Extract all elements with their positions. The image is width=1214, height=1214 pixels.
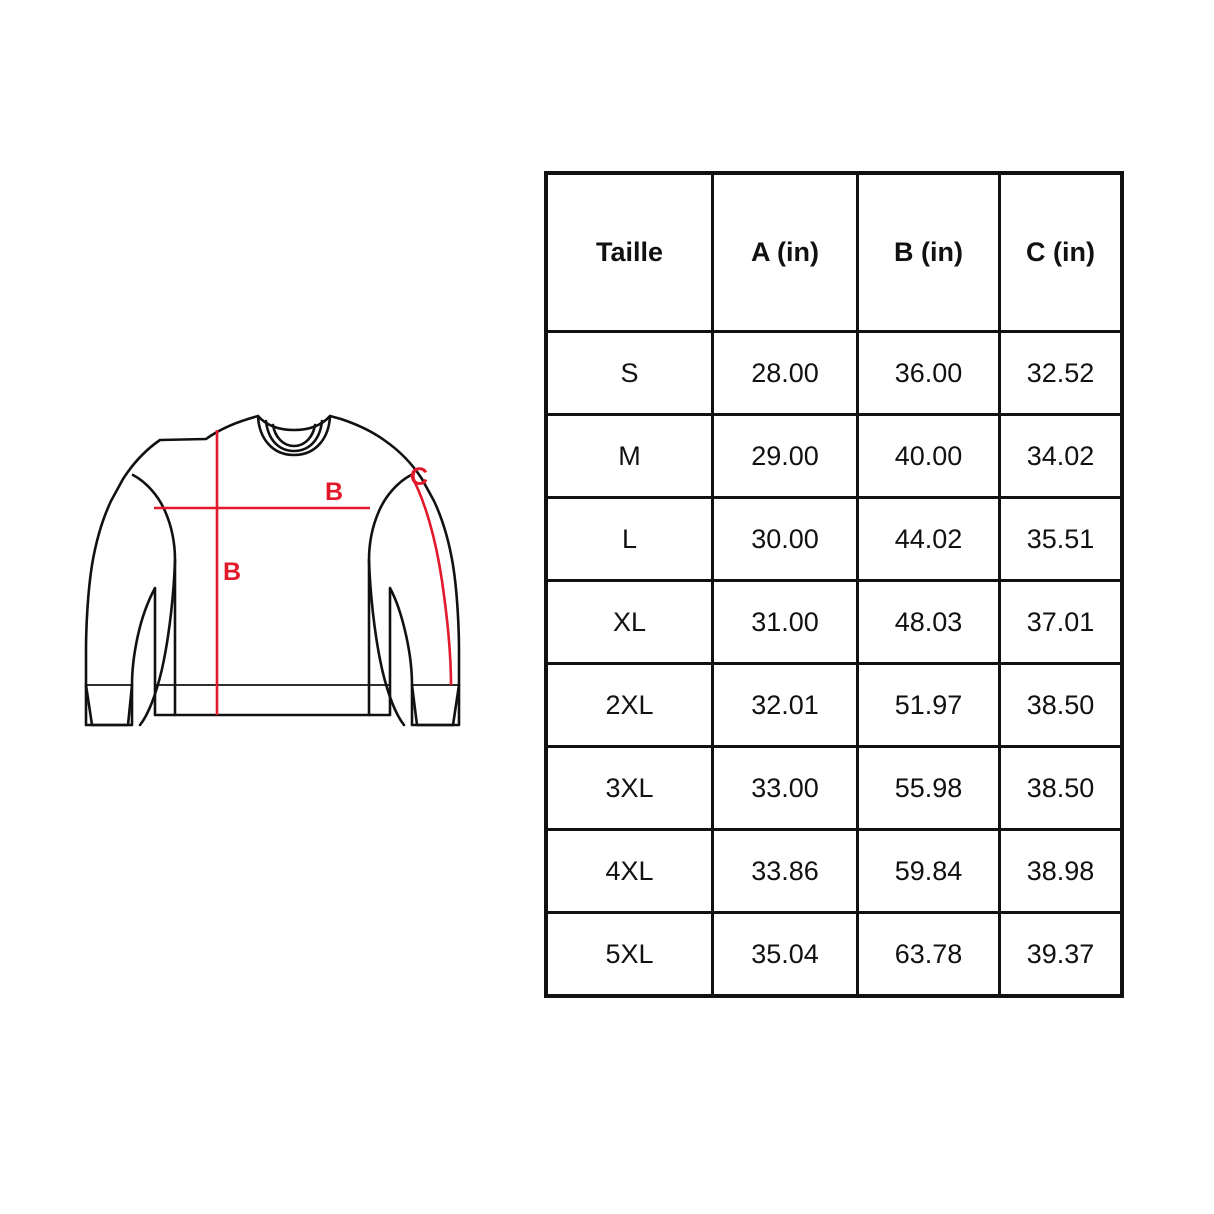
size-chart-table-container: Taille A (in) B (in) C (in) S 28.00 36.0… bbox=[544, 171, 1124, 998]
cell-c: 32.52 bbox=[998, 330, 1123, 416]
cell-a: 30.00 bbox=[711, 496, 859, 582]
garment-diagram: B B C bbox=[70, 385, 470, 765]
cell-a: 35.04 bbox=[711, 911, 859, 997]
sleeve-length-label: C bbox=[410, 463, 429, 491]
cell-c: 38.50 bbox=[998, 745, 1123, 831]
cell-b: 40.00 bbox=[856, 413, 1001, 499]
cell-a: 29.00 bbox=[711, 413, 859, 499]
cell-c: 38.98 bbox=[998, 828, 1123, 914]
cell-c: 38.50 bbox=[998, 662, 1123, 748]
table-row: XL 31.00 48.03 37.01 bbox=[545, 579, 1123, 665]
cell-size: L bbox=[545, 496, 714, 582]
sweatshirt-illustration bbox=[84, 414, 461, 727]
table-row: 5XL 35.04 63.78 39.37 bbox=[545, 911, 1123, 997]
cell-c: 37.01 bbox=[998, 579, 1123, 665]
body-length-label: B bbox=[223, 558, 242, 586]
table-row: 4XL 33.86 59.84 38.98 bbox=[545, 828, 1123, 914]
cell-size: 3XL bbox=[545, 745, 714, 831]
cell-b: 44.02 bbox=[856, 496, 1001, 582]
table-body: S 28.00 36.00 32.52 M 29.00 40.00 34.02 … bbox=[545, 330, 1123, 997]
cell-a: 32.01 bbox=[711, 662, 859, 748]
cell-size: 4XL bbox=[545, 828, 714, 914]
table-row: 3XL 33.00 55.98 38.50 bbox=[545, 745, 1123, 831]
cell-b: 63.78 bbox=[856, 911, 1001, 997]
table-row: S 28.00 36.00 32.52 bbox=[545, 330, 1123, 416]
cell-size: 2XL bbox=[545, 662, 714, 748]
cell-a: 33.86 bbox=[711, 828, 859, 914]
cell-a: 28.00 bbox=[711, 330, 859, 416]
cell-b: 36.00 bbox=[856, 330, 1001, 416]
cell-b: 48.03 bbox=[856, 579, 1001, 665]
sleeve-length-line bbox=[409, 474, 453, 686]
column-header-c: C (in) bbox=[998, 172, 1123, 333]
cell-size: XL bbox=[545, 579, 714, 665]
cell-b: 55.98 bbox=[856, 745, 1001, 831]
cell-c: 35.51 bbox=[998, 496, 1123, 582]
cell-size: M bbox=[545, 413, 714, 499]
sweatshirt-outline bbox=[84, 414, 461, 727]
cell-a: 33.00 bbox=[711, 745, 859, 831]
column-header-a: A (in) bbox=[711, 172, 859, 333]
column-header-size: Taille bbox=[545, 172, 714, 333]
cell-a: 31.00 bbox=[711, 579, 859, 665]
table-row: L 30.00 44.02 35.51 bbox=[545, 496, 1123, 582]
table-row: M 29.00 40.00 34.02 bbox=[545, 413, 1123, 499]
cell-size: S bbox=[545, 330, 714, 416]
cell-b: 59.84 bbox=[856, 828, 1001, 914]
cell-b: 51.97 bbox=[856, 662, 1001, 748]
chest-width-label: B bbox=[325, 478, 344, 506]
cell-c: 39.37 bbox=[998, 911, 1123, 997]
cell-size: 5XL bbox=[545, 911, 714, 997]
cell-c: 34.02 bbox=[998, 413, 1123, 499]
table-header: Taille A (in) B (in) C (in) bbox=[545, 172, 1123, 333]
column-header-b: B (in) bbox=[856, 172, 1001, 333]
size-chart-table: Taille A (in) B (in) C (in) S 28.00 36.0… bbox=[544, 171, 1124, 998]
table-row: 2XL 32.01 51.97 38.50 bbox=[545, 662, 1123, 748]
measurement-guides bbox=[154, 430, 453, 715]
table-header-row: Taille A (in) B (in) C (in) bbox=[545, 172, 1123, 333]
